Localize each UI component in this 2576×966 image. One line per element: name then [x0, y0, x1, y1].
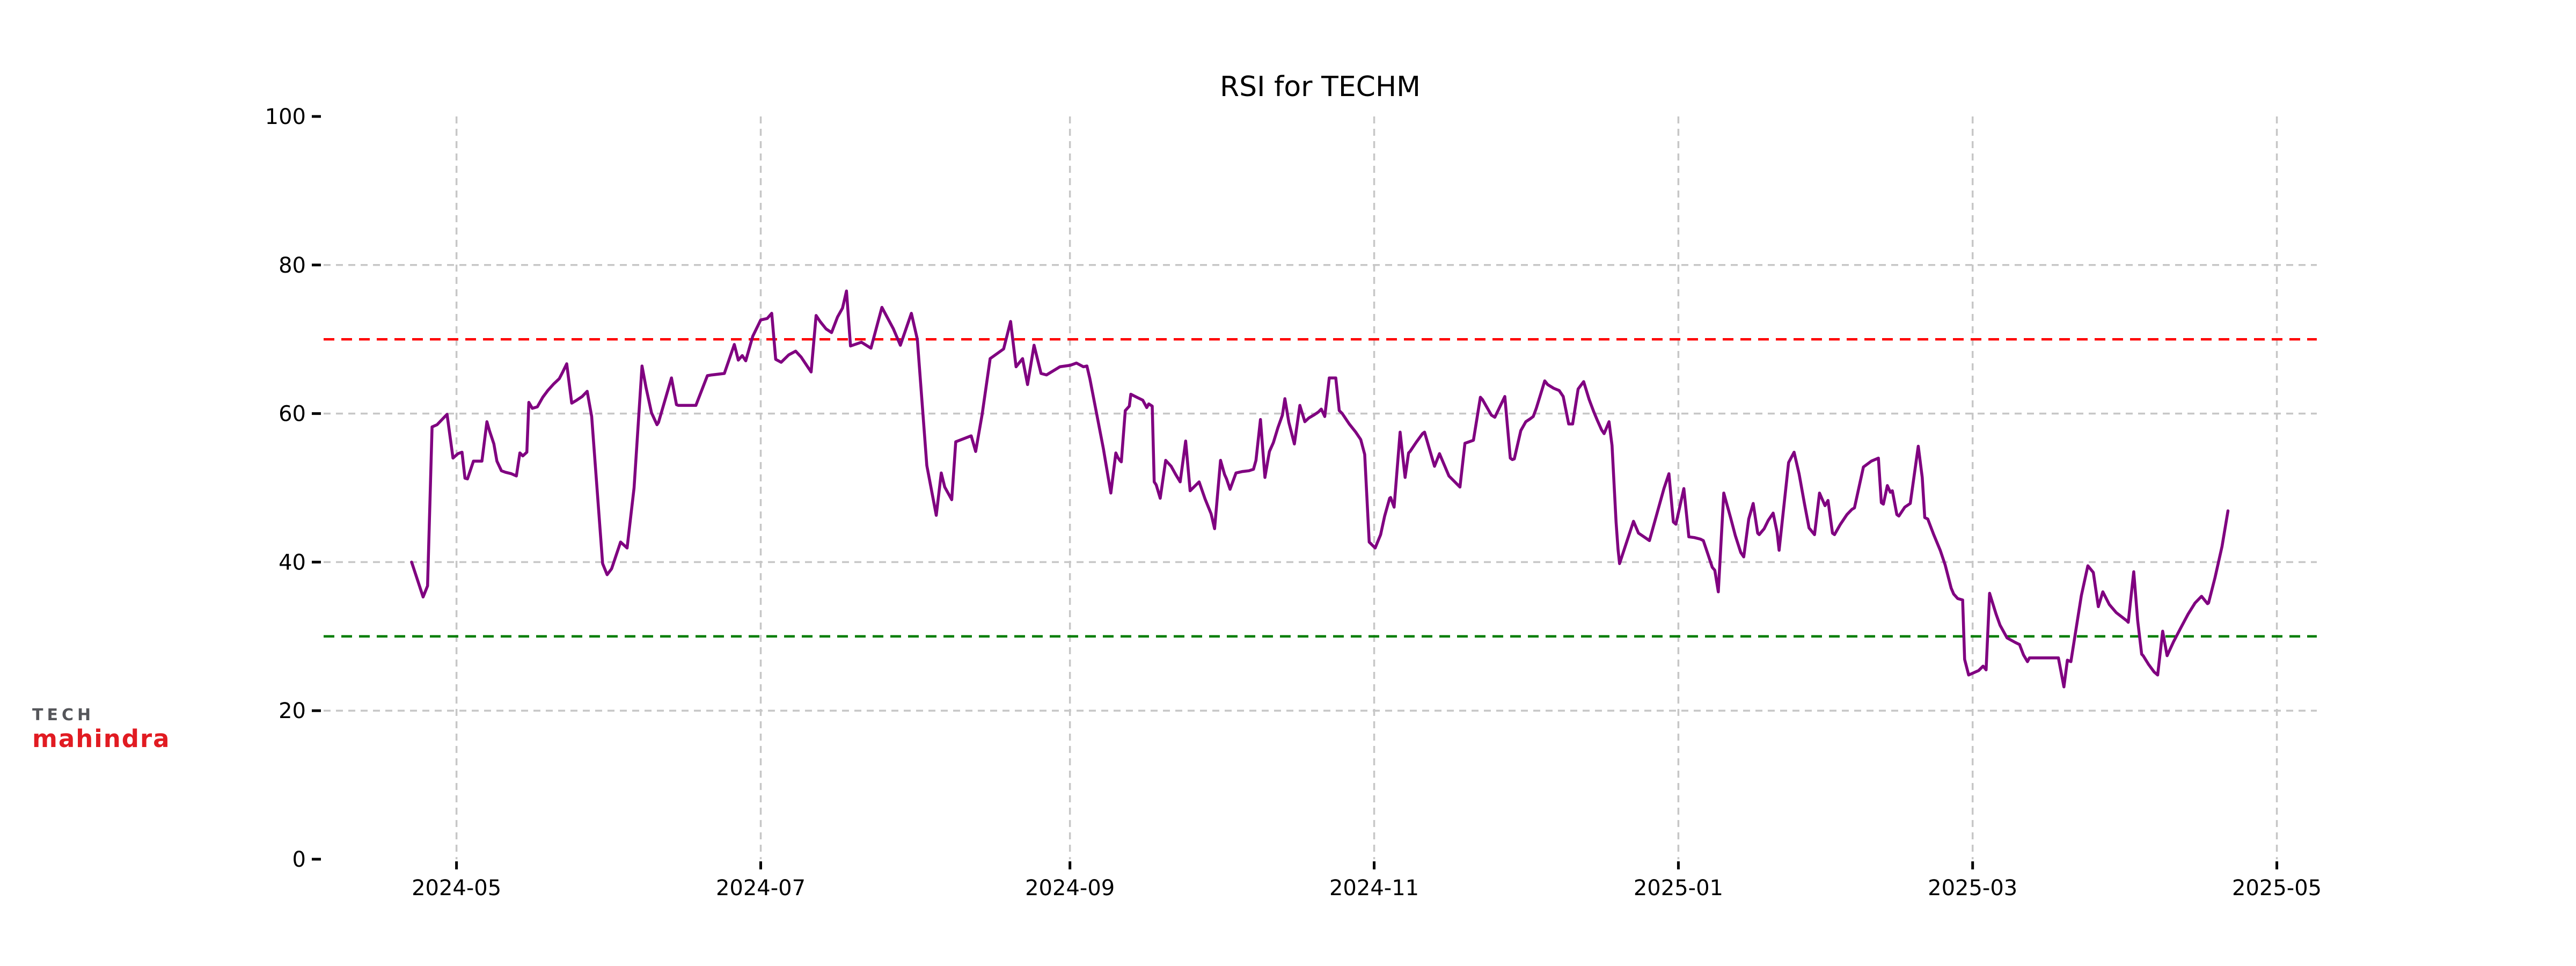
x-tick-label: 2025-03: [1928, 876, 2017, 901]
y-tick-label: 20: [279, 699, 306, 723]
logo-text-tech: TECH: [32, 706, 95, 724]
x-tick-label: 2024-07: [716, 876, 806, 901]
y-tick-label: 100: [265, 105, 306, 129]
tech-mahindra-logo: TECH mahindra: [32, 707, 171, 751]
rsi-series-line: [410, 289, 2230, 689]
x-tick-label: 2024-09: [1025, 876, 1115, 901]
x-tick-label: 2024-05: [412, 876, 501, 901]
chart-title: RSI for TECHM: [1220, 71, 1421, 103]
logo-text-mahindra: mahindra: [32, 724, 171, 753]
x-tick-label: 2025-05: [2232, 876, 2322, 901]
y-tick-label: 80: [279, 253, 306, 278]
y-tick-label: 40: [279, 550, 306, 575]
y-tick-label: 60: [279, 402, 306, 427]
x-tick-label: 2025-01: [1634, 876, 1723, 901]
y-tick-label: 0: [292, 847, 306, 872]
x-tick-label: 2024-11: [1329, 876, 1419, 901]
